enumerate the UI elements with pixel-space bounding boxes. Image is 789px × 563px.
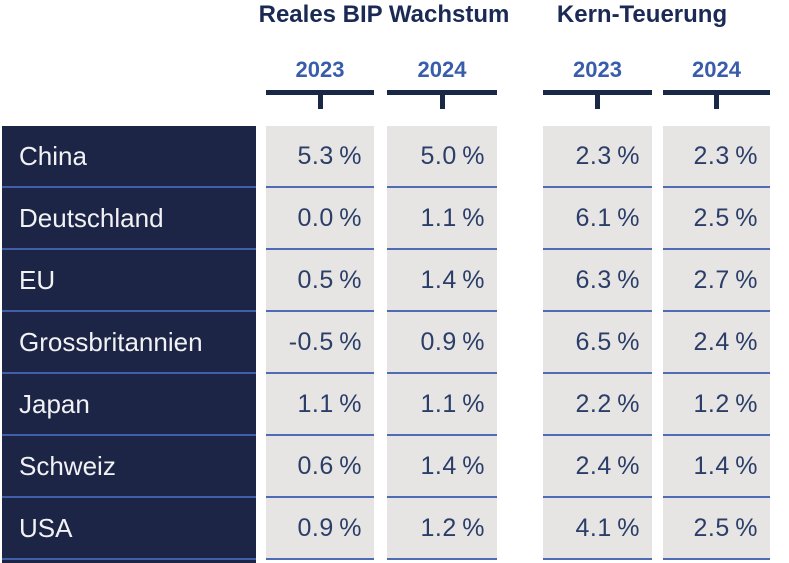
axis-tick xyxy=(543,90,652,109)
value-cell: 1.2 % xyxy=(387,498,497,560)
year-header-gdp-2023: 2023 xyxy=(295,57,345,82)
year-header-inflation-2024: 2024 xyxy=(692,57,741,82)
value-cell: 6.3 % xyxy=(543,250,652,312)
value-cell: 2.2 % xyxy=(543,374,652,436)
year-header-gdp-2024: 2024 xyxy=(417,57,467,82)
value-cell: 2.4 % xyxy=(663,312,770,374)
country-cell: Grossbritannien xyxy=(2,312,256,374)
value-cell: 1.4 % xyxy=(663,436,770,498)
value-column-inflation-2024: 2.3 % 2.5 % 2.7 % 2.4 % 1.2 % 1.4 % 2.5 … xyxy=(663,126,770,560)
group-header-core-inflation: Kern-Teuerung xyxy=(556,1,728,28)
value-cell: 6.5 % xyxy=(543,312,652,374)
value-cell: 1.4 % xyxy=(387,250,497,312)
value-cell: 0.9 % xyxy=(266,498,374,560)
axis-tick xyxy=(663,90,770,109)
value-cell: 2.5 % xyxy=(663,188,770,250)
value-cell: 0.0 % xyxy=(266,188,374,250)
country-cell: USA xyxy=(2,498,256,560)
value-column-gdp-2023: 5.3 % 0.0 % 0.5 % -0.5 % 1.1 % 0.6 % 0.9… xyxy=(266,126,374,560)
value-cell: -0.5 % xyxy=(266,312,374,374)
group-header-real-gdp-growth: Reales BIP Wachstum xyxy=(258,1,510,28)
value-cell: 2.5 % xyxy=(663,498,770,560)
value-cell: 1.4 % xyxy=(387,436,497,498)
value-column-gdp-2024: 5.0 % 1.1 % 1.4 % 0.9 % 1.1 % 1.4 % 1.2 … xyxy=(387,126,497,560)
value-cell: 0.9 % xyxy=(387,312,497,374)
axis-tick xyxy=(266,90,374,109)
value-cell: 1.1 % xyxy=(266,374,374,436)
value-cell: 2.4 % xyxy=(543,436,652,498)
country-cell: Schweiz xyxy=(2,436,256,498)
value-cell: 4.1 % xyxy=(543,498,652,560)
country-cell: EU xyxy=(2,250,256,312)
value-column-inflation-2023: 2.3 % 6.1 % 6.3 % 6.5 % 2.2 % 2.4 % 4.1 … xyxy=(543,126,652,560)
country-column: China Deutschland EU Grossbritannien Jap… xyxy=(2,126,256,563)
value-cell: 0.5 % xyxy=(266,250,374,312)
value-cell: 5.3 % xyxy=(266,126,374,188)
country-cell: Deutschland xyxy=(2,188,256,250)
value-cell: 1.2 % xyxy=(663,374,770,436)
value-cell: 6.1 % xyxy=(543,188,652,250)
value-cell: 2.7 % xyxy=(663,250,770,312)
value-cell: 1.1 % xyxy=(387,374,497,436)
value-cell: 2.3 % xyxy=(543,126,652,188)
value-cell: 5.0 % xyxy=(387,126,497,188)
country-cell: China xyxy=(2,126,256,188)
value-cell: 2.3 % xyxy=(663,126,770,188)
value-cell: 1.1 % xyxy=(387,188,497,250)
year-header-inflation-2023: 2023 xyxy=(573,57,622,82)
country-cell: Japan xyxy=(2,374,256,436)
axis-tick xyxy=(387,90,497,109)
value-cell: 0.6 % xyxy=(266,436,374,498)
